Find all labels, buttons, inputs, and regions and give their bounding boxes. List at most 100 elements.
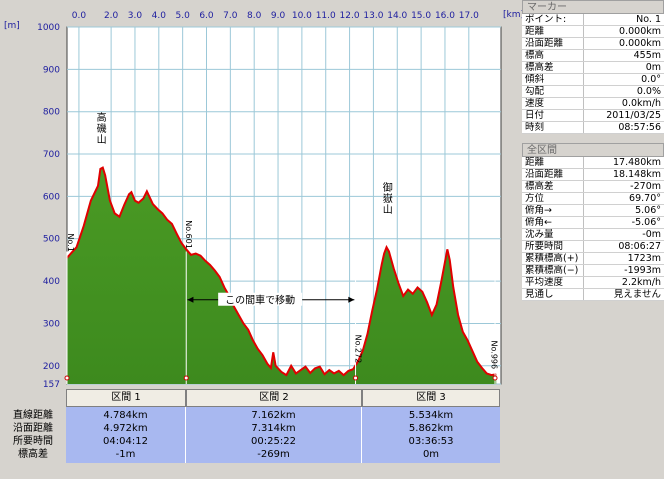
marker-point[interactable]	[353, 375, 359, 381]
all-section-row-key: 俯角←	[522, 217, 584, 228]
x-tick-label: 11.0	[316, 11, 336, 21]
y-tick-label: 157	[43, 380, 60, 389]
all-section-row-value: -270m	[630, 181, 661, 192]
all-section-panel: 全区間 距離 17.480km 沿面距離 18.148km 標高差 -270m 方位 69.7…	[522, 143, 664, 301]
marker-row-value: 0.0km/h	[621, 98, 661, 109]
all-section-panel-title: 全区間	[522, 143, 664, 157]
x-tick-label: 8.0	[247, 11, 262, 21]
segment-1-straight: 4.784km	[103, 410, 148, 421]
all-section-row-value: 見えません	[613, 289, 661, 300]
segment-1-values: 4.784km 4.972km 04:04:12 -1m	[66, 407, 186, 463]
all-section-row[interactable]: 標高差 -270m	[522, 181, 664, 193]
marker-row-value: No. 1	[636, 14, 661, 25]
row-label-duration: 所要時間	[13, 436, 53, 447]
all-section-row[interactable]: 平均速度 2.2km/h	[522, 277, 664, 289]
waypoint-label: No.996	[489, 341, 498, 370]
x-tick-label: 13.0	[363, 11, 383, 21]
all-section-row[interactable]: 沈み量 -0m	[522, 229, 664, 241]
marker-row-key: 傾斜	[522, 74, 584, 85]
all-section-row[interactable]: 累積標高(−) -1993m	[522, 265, 664, 277]
x-tick-label: 3.0	[128, 11, 143, 21]
x-tick-label: 14.0	[387, 11, 407, 21]
marker-row[interactable]: 標高差 0m	[522, 62, 664, 74]
y-tick-label: 1000	[37, 23, 60, 33]
all-section-row[interactable]: 俯角→ 5.06°	[522, 205, 664, 217]
all-section-row[interactable]: 累積標高(+) 1723m	[522, 253, 664, 265]
all-section-row[interactable]: 所要時間 08:06:27	[522, 241, 664, 253]
all-section-row-key: 沈み量	[522, 229, 584, 240]
marker-row[interactable]: 速度 0.0km/h	[522, 98, 664, 110]
marker-point[interactable]	[183, 375, 189, 381]
x-tick-label: 17.0	[459, 11, 479, 21]
y-tick-label: 200	[43, 362, 60, 372]
x-tick-label: 4.0	[152, 11, 167, 21]
row-label-surface-distance: 沿面距離	[13, 423, 53, 434]
segment-3-elevation: 0m	[422, 449, 440, 460]
x-tick-label: 7.0	[223, 11, 238, 21]
marker-row-key: 日付	[522, 110, 584, 121]
x-tick-label: 15.0	[411, 11, 431, 21]
segment-2-values: 7.162km 7.314km 00:25:22 -269m	[186, 407, 362, 463]
x-tick-label: 6.0	[199, 11, 214, 21]
all-section-row-key: 平均速度	[522, 277, 584, 288]
all-section-row[interactable]: 見通し 見えません	[522, 289, 664, 301]
all-section-row[interactable]: 距離 17.480km	[522, 157, 664, 169]
segment-header-1[interactable]: 区間 1	[66, 389, 186, 407]
y-axis-ticks: 157 200 300 400 500 600 700 800 900 1000	[37, 23, 60, 389]
all-section-row-value: -1993m	[624, 265, 661, 276]
marker-rows: ポイント: No. 1 距離 0.000km 沿面距離 0.000km 標高 455m 標高差 0…	[522, 14, 664, 134]
segment-2-straight: 7.162km	[251, 410, 296, 421]
segment-3-duration: 03:36:53	[408, 436, 454, 447]
segment-3-surface: 5.862km	[408, 423, 454, 434]
all-section-row-value: 08:06:27	[618, 241, 661, 252]
segment-2-surface: 7.314km	[251, 423, 296, 434]
waypoint-label: No.601	[184, 220, 193, 249]
segment-1-duration: 04:04:12	[103, 436, 148, 447]
all-section-row-value: 5.06°	[635, 205, 661, 216]
x-tick-label: 2.0	[104, 11, 119, 21]
all-section-row-key: 所要時間	[522, 241, 584, 252]
marker-row[interactable]: 標高 455m	[522, 50, 664, 62]
all-section-row-key: 累積標高(−)	[522, 265, 584, 276]
all-section-row-value: -5.06°	[631, 217, 661, 228]
x-tick-label: 16.0	[435, 11, 455, 21]
y-tick-label: 800	[43, 108, 60, 118]
marker-point[interactable]	[64, 375, 70, 381]
x-tick-label: 9.0	[271, 11, 286, 21]
segment-header-3[interactable]: 区間 3	[362, 389, 500, 407]
row-label-elevation-diff: 標高差	[18, 449, 48, 460]
marker-row[interactable]: 時刻 08:57:56	[522, 122, 664, 134]
marker-row-value: 2011/03/25	[606, 110, 661, 121]
all-section-row-key: 累積標高(+)	[522, 253, 584, 264]
all-section-row-key: 方位	[522, 193, 584, 204]
marker-row[interactable]: 距離 0.000km	[522, 26, 664, 38]
profile-area	[64, 166, 498, 384]
marker-row[interactable]: ポイント: No. 1	[522, 14, 664, 26]
marker-row-key: 時刻	[522, 122, 584, 133]
all-section-row[interactable]: 沿面距離 18.148km	[522, 169, 664, 181]
y-tick-label: 600	[43, 192, 60, 202]
segment-header-2[interactable]: 区間 2	[186, 389, 362, 407]
marker-row[interactable]: 勾配 0.0%	[522, 86, 664, 98]
all-section-row[interactable]: 方位 69.70°	[522, 193, 664, 205]
segment-table: 区間 1 区間 2 区間 3 直線距離 沿面距離 所要時間 標高差 4.784k…	[0, 389, 520, 479]
marker-row-value: 0m	[645, 62, 661, 73]
elevation-profile-chart: 0.0 2.0 3.0 4.0 5.0 6.0 7.0 8.0 9.0 10.0 11.0 12.0 1…	[4, 10, 522, 389]
all-section-row[interactable]: 俯角← -5.06°	[522, 217, 664, 229]
all-section-row-key: 沿面距離	[522, 169, 584, 180]
y-unit-label: [m]	[4, 21, 20, 31]
marker-point[interactable]	[492, 375, 498, 381]
all-section-row-key: 標高差	[522, 181, 584, 192]
peak-label: 御嶽山	[383, 181, 393, 216]
segment-3-straight: 5.534km	[408, 410, 454, 421]
segment-2-elevation: -269m	[257, 449, 290, 460]
arrow-right-icon	[348, 296, 355, 303]
marker-row[interactable]: 傾斜 0.0°	[522, 74, 664, 86]
marker-row-value: 0.0°	[641, 74, 661, 85]
marker-row[interactable]: 日付 2011/03/25	[522, 110, 664, 122]
y-tick-label: 400	[43, 277, 60, 287]
x-axis-ticks: 0.0 2.0 3.0 4.0 5.0 6.0 7.0 8.0 9.0 10.0 11.0 12.0 1…	[72, 11, 479, 21]
all-section-row-key: 見通し	[522, 289, 584, 300]
marker-row[interactable]: 沿面距離 0.000km	[522, 38, 664, 50]
segment-1-surface: 4.972km	[103, 423, 148, 434]
